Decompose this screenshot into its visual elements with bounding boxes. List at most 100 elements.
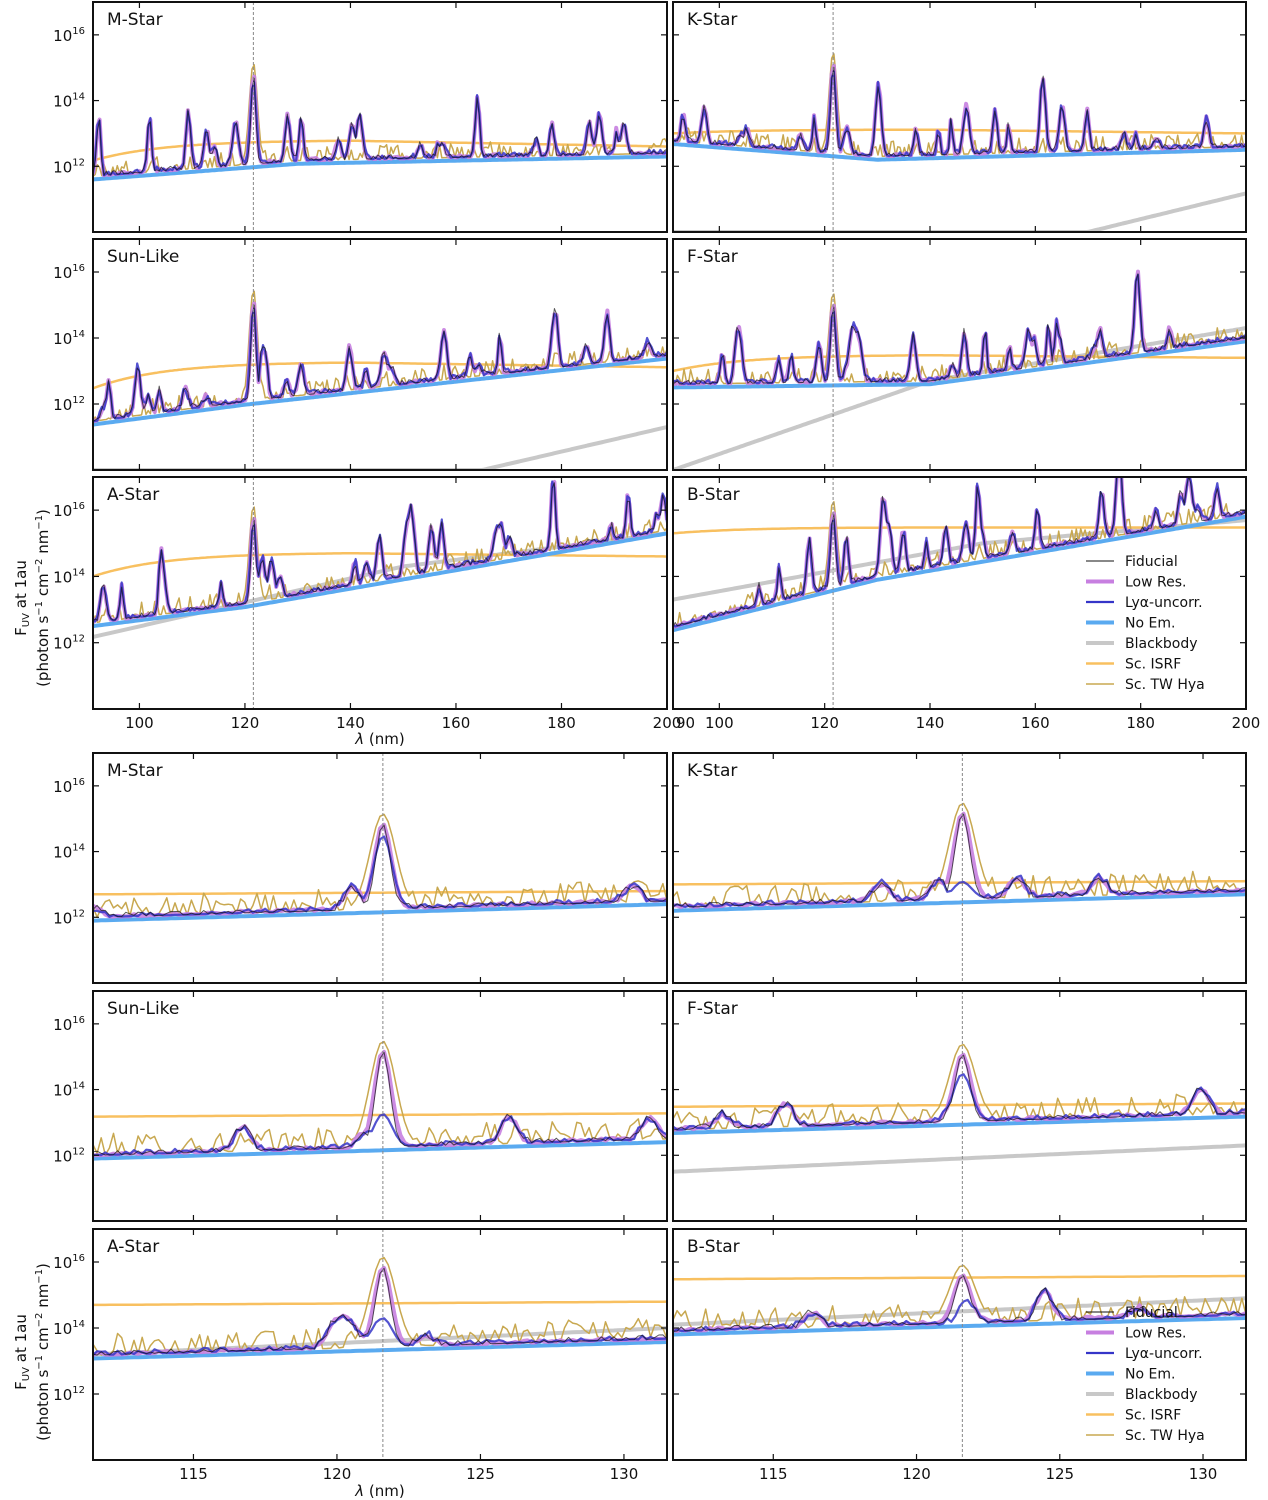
legend-label: Fiducial	[1125, 1305, 1178, 1321]
legend-label: Sc. ISRF	[1125, 1408, 1181, 1424]
x-tick-label: 140	[916, 714, 945, 732]
lya-uncorr-line	[673, 477, 1246, 628]
svg-text:FUV at 1au: FUV at 1au	[12, 560, 32, 636]
svg-text:FUV at 1au: FUV at 1au	[12, 1314, 32, 1390]
panel-title: M-Star	[107, 761, 163, 781]
x-tick-label: 100	[705, 714, 734, 732]
panel-frame	[672, 238, 1247, 471]
low-res-line	[93, 74, 667, 178]
plot-area: 1012 1014 1016 M-Star K-Star 1012 1014 1016 Sun-…	[53, 1, 1261, 1483]
x-tick-label: 130	[1189, 1465, 1218, 1483]
panel-title: B-Star	[687, 1237, 740, 1257]
y-tick-label: 1016	[53, 501, 85, 520]
legend-label: Fiducial	[1125, 554, 1178, 570]
blackbody-line	[673, 1143, 1246, 1174]
x-tick-label: 160	[442, 714, 471, 732]
panel-title: K-Star	[687, 761, 737, 781]
x-tick-label: 180	[1126, 714, 1155, 732]
legend-label: Low Res.	[1125, 575, 1186, 591]
x-tick-label: 125	[1045, 1465, 1074, 1483]
x-tick-label: 180	[547, 714, 576, 732]
y-tick-label: 1012	[53, 157, 85, 176]
panel-frame	[92, 990, 668, 1222]
panel-title: A-Star	[107, 485, 159, 505]
low-res-line	[93, 1049, 667, 1158]
y-tick-label: 1014	[53, 843, 85, 862]
no-emission-line	[93, 1340, 667, 1361]
lya-uncorr-line	[673, 872, 1246, 909]
panel-m-star-full: 1012 1014 1016 M-Star	[53, 1, 668, 233]
legend: Fiducial Low Res. Lyα-uncorr. No Em. Blackbo…	[1086, 1305, 1205, 1444]
panel-b-star-zoom: 115 120 125 130 B-Star Fiducial Low Res. Lyα-un…	[672, 1228, 1247, 1483]
legend-label: Sc. TW Hya	[1125, 1428, 1205, 1444]
panel-a-star-zoom: 1012 1014 1016 115 120 125 130 A-Star	[53, 1228, 668, 1483]
y-tick-label: 1012	[53, 395, 85, 414]
fiducial-line	[93, 304, 667, 422]
panel-title: F-Star	[687, 999, 738, 1019]
panel-title: A-Star	[107, 1237, 159, 1257]
legend-label: Low Res.	[1125, 1326, 1186, 1342]
panel-frame	[672, 1228, 1247, 1461]
panel-b-star-full: 100 120 140 160 180 200 90 B-Star Fiducial Low Re…	[672, 476, 1261, 732]
x-axis-label-bottom: λ (nm)	[354, 1482, 404, 1500]
isrf-line	[93, 552, 667, 578]
fiducial-line	[673, 813, 1246, 908]
isrf-line	[93, 1300, 667, 1307]
panel-frame	[672, 1, 1247, 233]
x-tick-label: 120	[323, 1465, 352, 1483]
panel-sun-like-full: 1012 1014 1016 Sun-Like	[53, 238, 668, 471]
panel-sun-like-zoom: 1012 1014 1016 Sun-Like	[53, 990, 668, 1222]
panel-frame	[92, 752, 668, 984]
panel-frame	[92, 238, 668, 471]
no-emission-line	[673, 1316, 1246, 1337]
panel-frame	[92, 1, 668, 233]
blackbody-line	[673, 191, 1246, 232]
blackbody-line	[93, 425, 667, 470]
tw-hya-line	[673, 802, 1246, 908]
y-tick-label: 1016	[53, 777, 85, 796]
panel-k-star-zoom: K-Star	[672, 752, 1247, 984]
no-emission-line	[673, 339, 1246, 390]
isrf-line	[673, 128, 1246, 135]
legend-label: Blackbody	[1125, 1387, 1198, 1403]
y-tick-label: 1014	[53, 329, 85, 348]
panel-frame	[672, 990, 1247, 1222]
x-tick-label: 160	[1021, 714, 1050, 732]
x-tick-label: 200	[1232, 714, 1261, 732]
legend-label: No Em.	[1125, 616, 1175, 632]
fiducial-line	[93, 482, 667, 622]
y-tick-label: 1016	[53, 26, 85, 45]
no-emission-line	[93, 531, 667, 629]
tw-hya-line	[93, 1256, 667, 1356]
y-tick-label: 1016	[53, 263, 85, 282]
lya-uncorr-line	[673, 1073, 1246, 1131]
panel-title: M-Star	[107, 10, 163, 30]
no-emission-line	[93, 154, 667, 182]
lya-uncorr-line	[673, 273, 1246, 386]
y-tick-label: 1014	[53, 1081, 85, 1100]
no-emission-line	[673, 1114, 1246, 1135]
x-tick-label: 100	[125, 714, 154, 732]
fiducial-line	[93, 1051, 667, 1156]
legend-label: Sc. ISRF	[1125, 657, 1181, 673]
x-tick-label: 200	[653, 714, 682, 732]
fiducial-line	[93, 1267, 667, 1356]
tw-hya-line	[93, 506, 667, 624]
panel-title: Sun-Like	[107, 247, 179, 267]
panel-title: B-Star	[687, 485, 740, 505]
fiducial-line	[673, 1275, 1246, 1332]
x-tick-label: 125	[466, 1465, 495, 1483]
y-axis-label-bottom: FUV at 1au (photon s−1 cm−2 nm−1)	[12, 1263, 52, 1441]
no-emission-line	[673, 514, 1246, 633]
isrf-line	[673, 1102, 1246, 1109]
x-tick-label: 140	[336, 714, 365, 732]
y-tick-label: 1012	[53, 1385, 85, 1404]
tw-hya-line	[93, 290, 667, 422]
x-tick-label: 130	[610, 1465, 639, 1483]
y-tick-label: 1012	[53, 908, 85, 927]
panel-f-star-full: F-Star	[672, 238, 1247, 471]
isrf-line	[93, 139, 667, 162]
panel-a-star-full: 1012 1014 1016 100 120 140 160 180 200 A-Star	[53, 476, 682, 732]
no-emission-line	[93, 356, 667, 427]
fiducial-line	[673, 66, 1246, 157]
